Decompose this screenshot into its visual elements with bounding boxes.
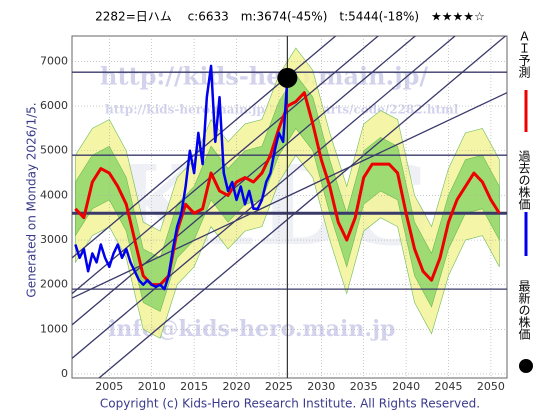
legend-label: ＡＩ予測 [517,30,531,78]
y-tick-label: 7000 [40,54,68,67]
footer: Copyright (c) Kids-Hero Research Institu… [100,397,480,411]
x-tick-label: 2020 [223,380,251,393]
latest-point [277,67,298,88]
y-tick-label: 0 [61,367,68,380]
generated-note: Generated on Monday 2026/1/5. [25,102,39,297]
y-tick-label: 6000 [40,99,68,112]
y-tick-label: 5000 [40,144,68,157]
x-tick-label: 2045 [434,380,462,393]
x-tick-label: 2050 [477,380,505,393]
trend-line [98,36,507,378]
x-tick-label: 2015 [180,380,208,393]
trend-line [72,36,457,359]
trend-line [72,36,380,295]
y-tick-label: 2000 [40,278,68,291]
y-tick-label: 4000 [40,188,68,201]
x-tick-label: 2040 [392,380,420,393]
y-tick-label: 3000 [40,233,68,246]
x-tick-label: 2030 [307,380,335,393]
x-tick-label: 2025 [265,380,293,393]
legend-label: 過去の株価 [517,150,531,210]
y-tick-label: 1000 [40,322,68,335]
chart-title: 2282=日ハム c:6633 m:3674(-45%) t:5444(-18%… [95,10,485,24]
legend-label: 最新の株価 [517,280,531,340]
x-tick-label: 2035 [350,380,378,393]
series-line [74,64,289,291]
trend-line [72,92,507,299]
watermark: http://kids-hero.main.jp/ [100,62,428,91]
series-line [74,91,501,287]
legend-swatch [519,359,533,373]
x-tick-label: 2010 [138,380,166,393]
x-tick-label: 2005 [95,380,123,393]
